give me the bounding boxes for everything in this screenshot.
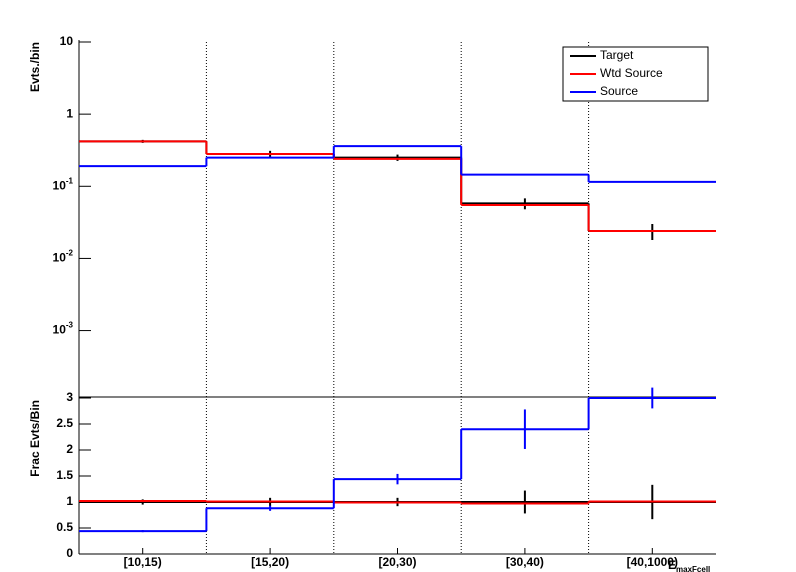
x-tick-label: [15,20): [251, 555, 289, 569]
x-tick-label: [40,1000): [627, 555, 678, 569]
y-tick-label: 10: [60, 34, 74, 48]
x-axis-title: EmaxFcell: [668, 558, 710, 572]
y-tick-label: 1: [66, 106, 73, 120]
x-tick-label: [10,15): [124, 555, 162, 569]
legend-label: Target: [600, 48, 634, 62]
legend-label: Wtd Source: [600, 66, 663, 80]
y-tick-label: 10-1: [53, 176, 74, 192]
x-tick-label: [20,30): [378, 555, 416, 569]
y-tick-label: 10-2: [53, 249, 74, 265]
y-tick-label: 10-3: [53, 321, 74, 337]
y-tick-label: 2.5: [56, 416, 73, 430]
y-tick-label: 0.5: [56, 520, 73, 534]
y-axis-title: Evts./bin: [28, 42, 42, 92]
x-tick-label: [30,40): [506, 555, 544, 569]
y-tick-label: 0: [66, 546, 73, 560]
legend-label: Source: [600, 84, 638, 98]
y-tick-label: 1.5: [56, 468, 73, 482]
y-tick-label: 3: [66, 390, 73, 404]
y-tick-label: 2: [66, 442, 73, 456]
x-axis-title-sub: maxFcell: [676, 565, 710, 572]
y-axis-title: Frac Evts/Bin: [28, 400, 42, 477]
y-tick-label: 1: [66, 494, 73, 508]
